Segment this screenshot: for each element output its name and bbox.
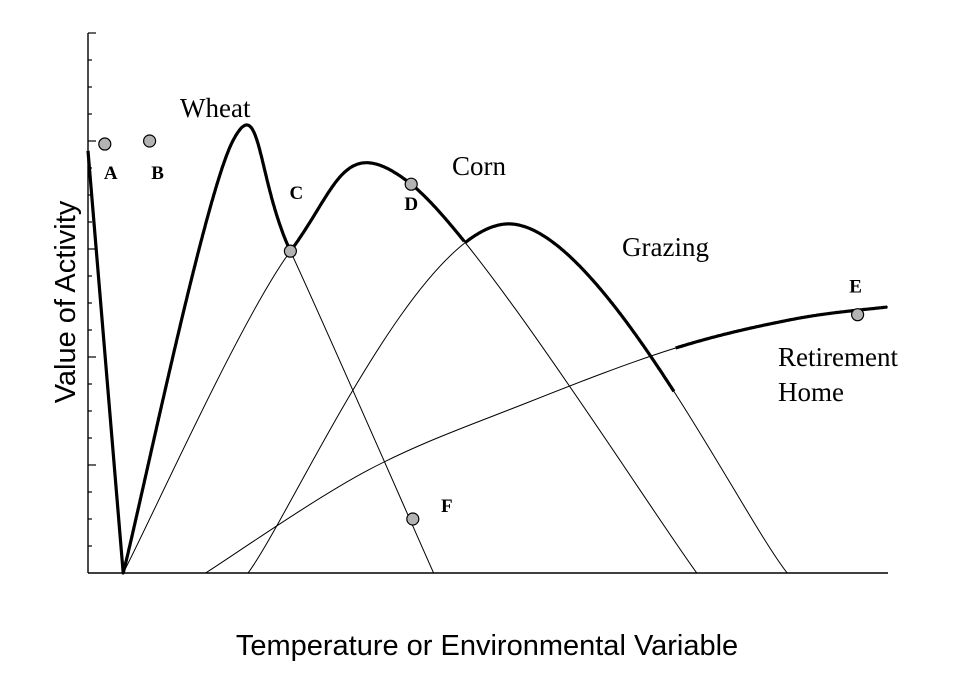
curve-label-retirement-line2: Home xyxy=(778,377,844,407)
point-label-e: E xyxy=(849,277,862,298)
y-axis-title: Value of Activity xyxy=(50,200,82,403)
point-c xyxy=(283,244,297,258)
labels: Wheat Corn Grazing Retirement Home xyxy=(180,93,898,407)
curve-label-corn: Corn xyxy=(452,151,507,181)
point-a xyxy=(98,137,112,151)
point-label-d: D xyxy=(404,194,418,215)
series-wheat xyxy=(122,124,435,574)
x-axis-title: Temperature or Environmental Variable xyxy=(236,630,738,662)
point-e xyxy=(850,308,865,322)
point-label-c: C xyxy=(290,183,304,204)
curve-label-wheat: Wheat xyxy=(180,93,251,123)
envelope-wheat xyxy=(86,123,292,575)
point-label-b: B xyxy=(151,163,164,184)
point-label-a: A xyxy=(104,163,118,184)
point-f xyxy=(406,512,420,526)
curve-label-grazing: Grazing xyxy=(622,232,709,262)
point-d xyxy=(404,177,418,191)
envelope-corn xyxy=(289,161,466,253)
point-label-f: F xyxy=(441,496,453,517)
envelope-grazing xyxy=(464,222,676,393)
series-corn xyxy=(122,162,698,574)
envelope-retirement-home xyxy=(675,305,888,350)
series-grazing xyxy=(247,223,788,574)
envelope xyxy=(86,123,888,575)
curves xyxy=(122,124,889,574)
point-b xyxy=(143,134,157,148)
points: A B C D E F xyxy=(98,134,865,526)
curve-label-retirement: Retirement xyxy=(778,342,898,372)
